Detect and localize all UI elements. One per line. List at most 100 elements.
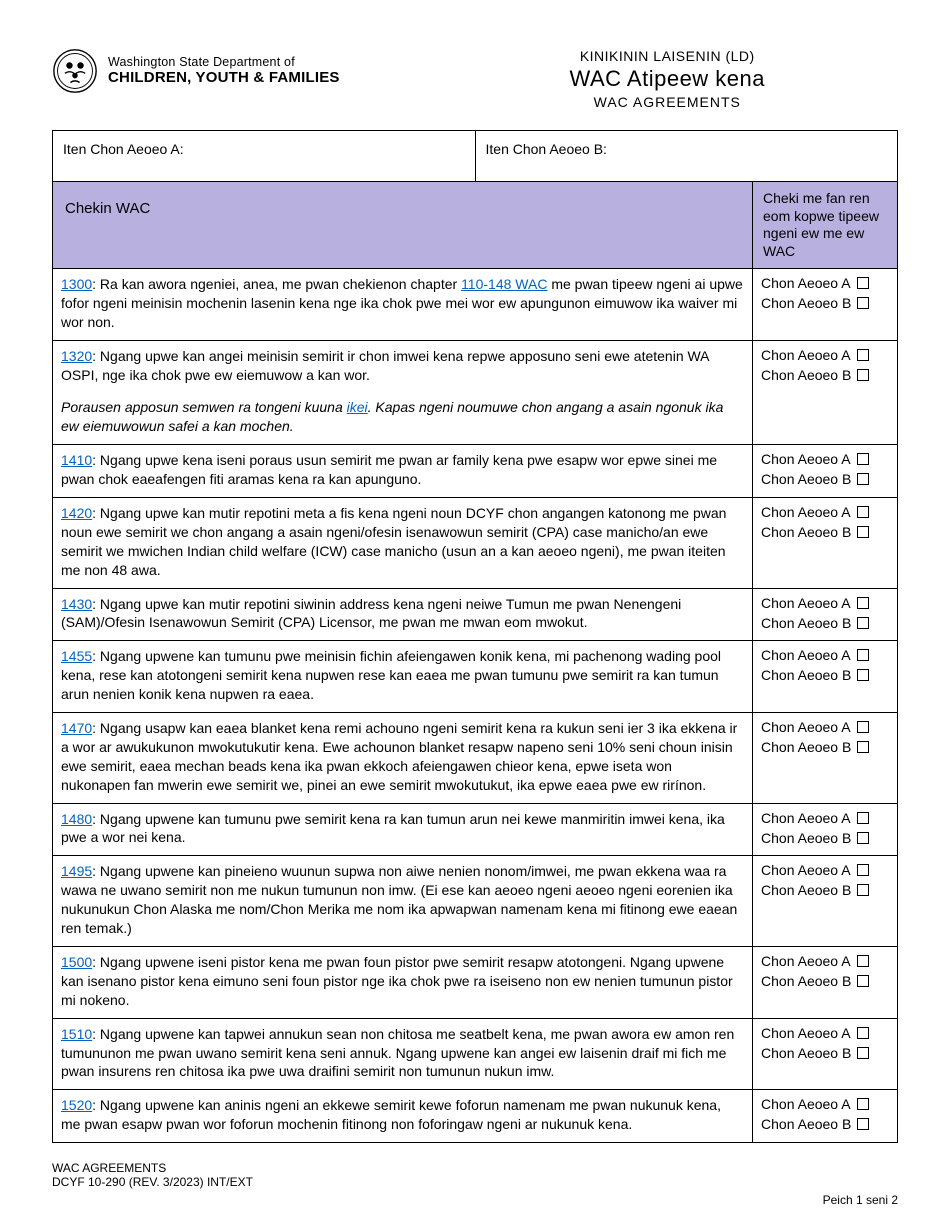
checkbox[interactable] [857,832,869,844]
checkbox[interactable] [857,453,869,465]
checkbox-label: Chon Aeoeo B [761,524,851,540]
checkbox[interactable] [857,884,869,896]
checkbox[interactable] [857,597,869,609]
checkbox-label: Chon Aeoeo A [761,451,851,467]
wac-row: 1470: Ngang usapw kan eaea blanket kena … [53,713,898,804]
title-block: KINIKININ LAISENIN (LD) WAC Atipeew kena… [437,48,898,110]
checkbox-label: Chon Aeoeo A [761,953,851,969]
wac-row: 1455: Ngang upwene kan tumunu pwe meinis… [53,641,898,713]
wac-checkboxes: Chon Aeoeo A Chon Aeoeo B [753,803,898,856]
wac-row: 1480: Ngang upwene kan tumunu pwe semiri… [53,803,898,856]
wac-description: 1430: Ngang upwe kan mutir repotini siwi… [53,588,753,641]
inline-link[interactable]: 110-148 WAC [461,276,547,292]
checkbox-label: Chon Aeoeo B [761,1045,851,1061]
checkbox[interactable] [857,1047,869,1059]
dept-top-line: Washington State Department of [108,56,340,70]
checkbox-label: Chon Aeoeo B [761,739,851,755]
wac-code-link[interactable]: 1430 [61,596,92,612]
checkbox-line-a: Chon Aeoeo A [761,1025,889,1041]
wac-checkboxes: Chon Aeoeo A Chon Aeoeo B [753,498,898,589]
dept-bottom-line: CHILDREN, YOUTH & FAMILIES [108,70,340,87]
checkbox[interactable] [857,349,869,361]
wac-code-link[interactable]: 1470 [61,720,92,736]
checkbox[interactable] [857,741,869,753]
checkbox[interactable] [857,526,869,538]
checkbox-line-b: Chon Aeoeo B [761,830,889,846]
checkbox-line-a: Chon Aeoeo A [761,810,889,826]
wac-checkboxes: Chon Aeoeo A Chon Aeoeo B [753,713,898,804]
inline-link[interactable]: ikei [347,399,368,415]
title-subtitle: WAC AGREEMENTS [437,94,898,110]
wac-row: 1430: Ngang upwe kan mutir repotini siwi… [53,588,898,641]
wac-checkboxes: Chon Aeoeo A Chon Aeoeo B [753,946,898,1018]
footer-page-number: Peich 1 seni 2 [52,1193,898,1207]
wac-description: 1520: Ngang upwene kan aninis ngeni an e… [53,1090,753,1143]
wac-code-link[interactable]: 1500 [61,954,92,970]
wac-code-link[interactable]: 1480 [61,811,92,827]
checkbox-line-b: Chon Aeoeo B [761,295,889,311]
checkbox[interactable] [857,369,869,381]
wac-code-link[interactable]: 1520 [61,1097,92,1113]
wac-code-link[interactable]: 1410 [61,452,92,468]
checkbox-line-a: Chon Aeoeo A [761,953,889,969]
wac-checkboxes: Chon Aeoeo A Chon Aeoeo B [753,445,898,498]
applicant-b-label[interactable]: Iten Chon Aeoeo B: [475,131,898,182]
checkbox-line-b: Chon Aeoeo B [761,882,889,898]
checkbox[interactable] [857,812,869,824]
page: Washington State Department of CHILDREN,… [0,0,950,1230]
dept-logo-icon [52,48,98,94]
checkbox-label: Chon Aeoeo B [761,471,851,487]
wac-row: 1320: Ngang upwe kan angei meinisin semi… [53,340,898,445]
agreements-table: Iten Chon Aeoeo A: Iten Chon Aeoeo B: Ch… [52,130,898,1143]
checkbox-line-b: Chon Aeoeo B [761,471,889,487]
checkbox-line-b: Chon Aeoeo B [761,1045,889,1061]
wac-code-link[interactable]: 1320 [61,348,92,364]
wac-description: 1320: Ngang upwe kan angei meinisin semi… [53,340,753,445]
wac-code-link[interactable]: 1455 [61,648,92,664]
checkbox[interactable] [857,955,869,967]
checkbox-line-b: Chon Aeoeo B [761,973,889,989]
wac-description: 1455: Ngang upwene kan tumunu pwe meinis… [53,641,753,713]
logo-block: Washington State Department of CHILDREN,… [52,48,437,94]
checkbox-label: Chon Aeoeo B [761,1116,851,1132]
checkbox[interactable] [857,975,869,987]
checkbox-label: Chon Aeoeo A [761,719,851,735]
checkbox[interactable] [857,617,869,629]
footer-title: WAC AGREEMENTS [52,1161,898,1175]
wac-code-link[interactable]: 1300 [61,276,92,292]
col-header-wac: Chekin WAC [53,182,753,269]
checkbox[interactable] [857,297,869,309]
checkbox[interactable] [857,506,869,518]
checkbox[interactable] [857,721,869,733]
checkbox[interactable] [857,277,869,289]
wac-code-link[interactable]: 1420 [61,505,92,521]
wac-checkboxes: Chon Aeoeo A Chon Aeoeo B [753,269,898,341]
checkbox[interactable] [857,669,869,681]
checkbox[interactable] [857,1027,869,1039]
checkbox-line-b: Chon Aeoeo B [761,367,889,383]
wac-row: 1420: Ngang upwe kan mutir repotini meta… [53,498,898,589]
checkbox[interactable] [857,864,869,876]
wac-code-link[interactable]: 1495 [61,863,92,879]
checkbox[interactable] [857,473,869,485]
wac-description: 1480: Ngang upwene kan tumunu pwe semiri… [53,803,753,856]
wac-checkboxes: Chon Aeoeo AChon Aeoeo B [753,856,898,947]
footer: WAC AGREEMENTS DCYF 10-290 (REV. 3/2023)… [52,1161,898,1207]
applicant-a-label[interactable]: Iten Chon Aeoeo A: [53,131,476,182]
checkbox-label: Chon Aeoeo A [761,275,851,291]
checkbox[interactable] [857,649,869,661]
checkbox-label: Chon Aeoeo A [761,595,851,611]
wac-code-link[interactable]: 1510 [61,1026,92,1042]
footer-form-id: DCYF 10-290 (REV. 3/2023) INT/EXT [52,1175,898,1189]
checkbox[interactable] [857,1118,869,1130]
checkbox-label: Chon Aeoeo A [761,1025,851,1041]
checkbox-line-a: Chon Aeoeo A [761,595,889,611]
checkbox-line-a: Chon Aeoeo A [761,451,889,467]
checkbox-line-a: Chon Aeoeo A [761,647,889,663]
checkbox-label: Chon Aeoeo A [761,504,851,520]
wac-row: 1510: Ngang upwene kan tapwei annukun se… [53,1018,898,1090]
checkbox-line-b: Chon Aeoeo B [761,524,889,540]
checkbox-line-b: Chon Aeoeo B [761,1116,889,1132]
wac-row: 1495: Ngang upwene kan pineieno wuunun s… [53,856,898,947]
checkbox[interactable] [857,1098,869,1110]
